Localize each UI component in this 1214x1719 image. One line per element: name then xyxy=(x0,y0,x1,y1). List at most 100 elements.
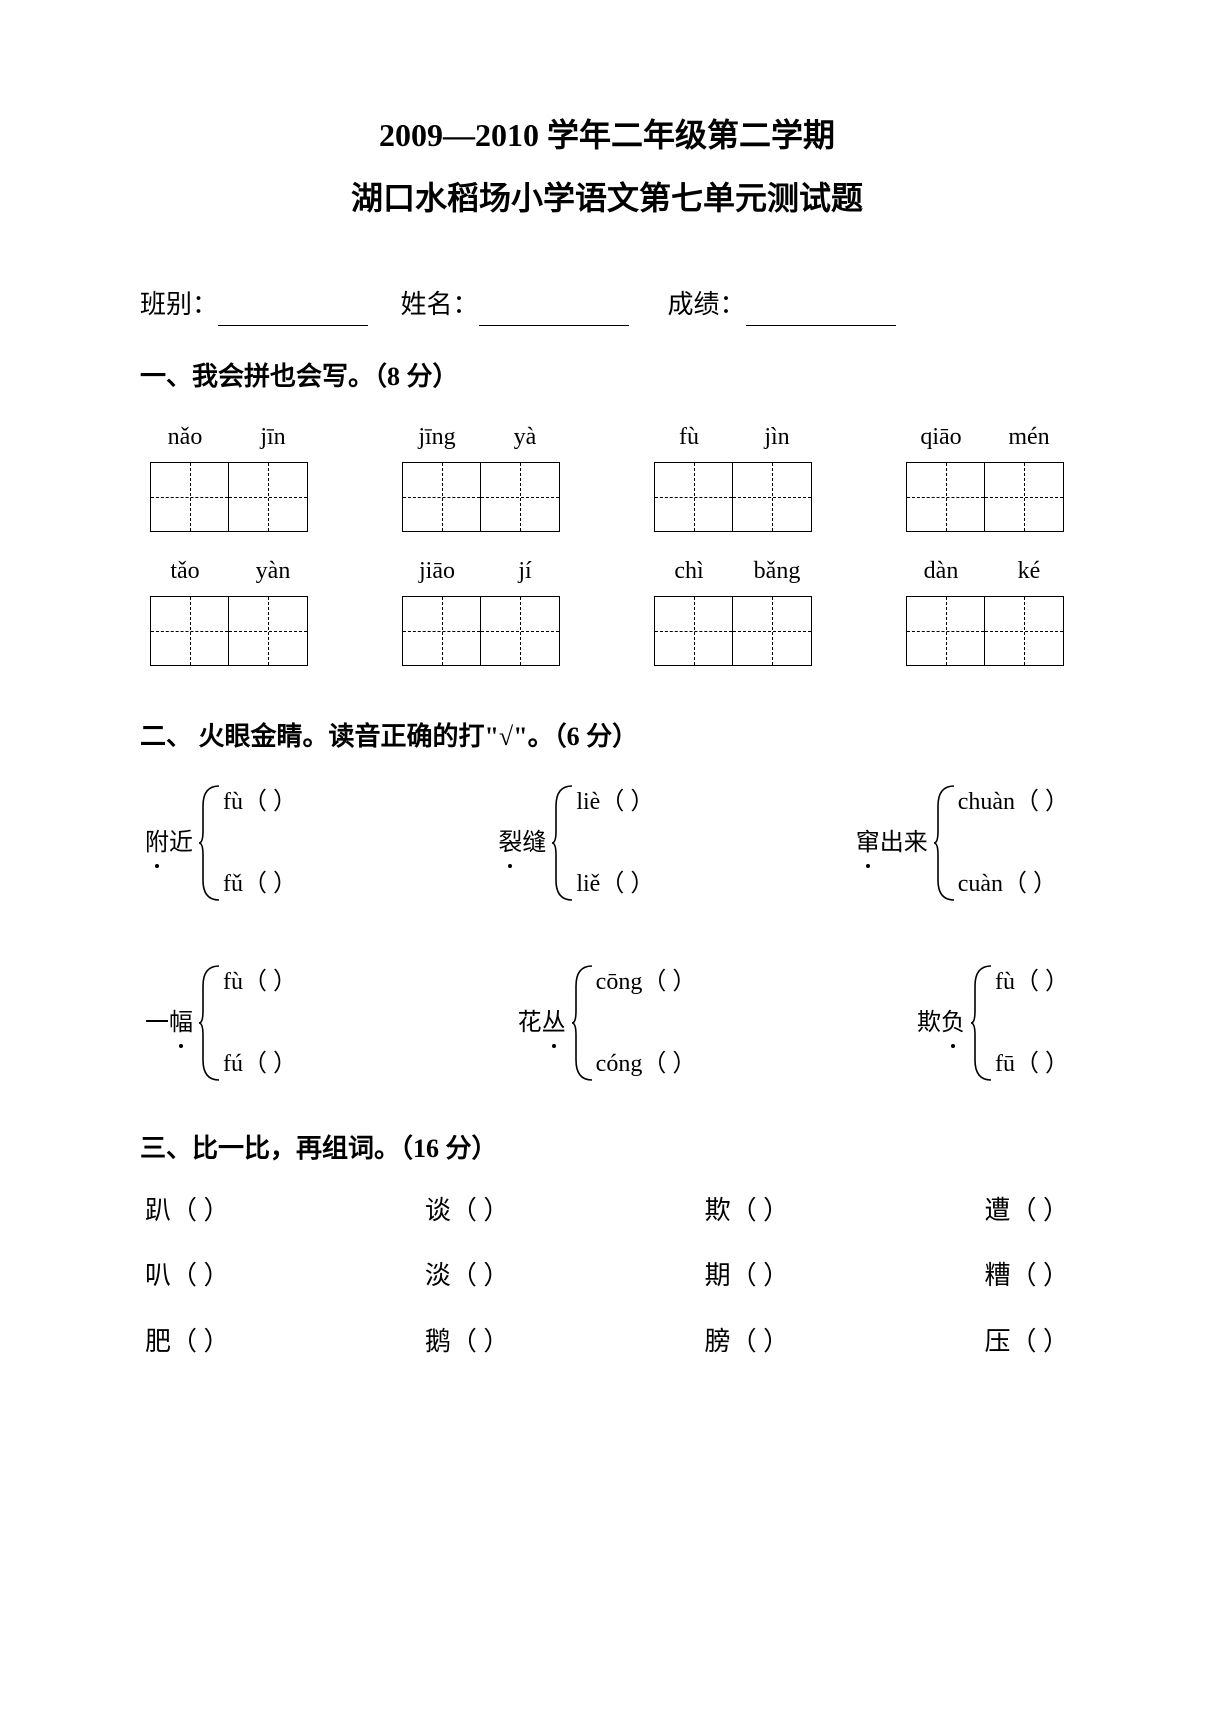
char-box[interactable] xyxy=(907,597,985,665)
title-line-1: 2009—2010 学年二年级第二学期 xyxy=(140,110,1074,161)
compare-item[interactable]: 叭（ ） xyxy=(145,1255,230,1297)
pinyin-labels: chìbǎng xyxy=(659,552,807,590)
char: 窜 xyxy=(856,824,880,862)
pronunciation-option[interactable]: fù（ ） xyxy=(995,963,1069,1001)
char-box[interactable] xyxy=(481,463,559,531)
pronunciation-option[interactable]: chuàn（ ） xyxy=(958,783,1069,821)
pinyin-labels: jīngyà xyxy=(407,418,555,456)
char-box[interactable] xyxy=(655,463,733,531)
pronunciation-option[interactable]: fù（ ） xyxy=(223,783,297,821)
char: 幅 xyxy=(169,1004,193,1042)
score-blank[interactable] xyxy=(746,302,896,326)
bracket-word: 欺负 xyxy=(917,1004,965,1042)
bracket-row: 一幅 fù（ ） fú（ ） 花丛 cōng（ ） cóng（ ） 欺负 fù（ ） fū（ ） xyxy=(140,958,1074,1088)
bracket-row: 附近fù（ ）fǔ（ ）裂缝liè（ ）liě（ ）窜出来chuàn（ ）cuà… xyxy=(140,778,1074,908)
section2-heading: 二、 火眼金睛。读音正确的打"√"。（6 分） xyxy=(140,716,1074,758)
bracket-group: 欺负 fù（ ） fū（ ） xyxy=(917,958,1069,1088)
char-box[interactable] xyxy=(733,463,811,531)
char-box[interactable] xyxy=(151,597,229,665)
pronunciation-option[interactable]: cōng（ ） xyxy=(596,963,697,1001)
bracket-options: fù（ ） fū（ ） xyxy=(995,963,1069,1083)
pinyin-label: fù xyxy=(659,418,719,456)
char-box-pair xyxy=(150,596,308,666)
score-label: 成绩： xyxy=(668,290,746,319)
compare-item[interactable]: 趴（ ） xyxy=(145,1190,230,1232)
pronunciation-option[interactable]: fǔ（ ） xyxy=(223,865,297,903)
bracket-group: 裂缝liè（ ）liě（ ） xyxy=(498,778,654,908)
pronunciation-option[interactable]: cóng（ ） xyxy=(596,1045,697,1083)
pinyin-label: jīn xyxy=(243,418,303,456)
pinyin-labels: nǎojīn xyxy=(155,418,303,456)
pinyin-label: ké xyxy=(999,552,1059,590)
bracket-group: 花丛 cōng（ ） cóng（ ） xyxy=(518,958,697,1088)
pinyin-label: mén xyxy=(999,418,1059,456)
bracket-icon xyxy=(570,958,594,1088)
char-box[interactable] xyxy=(403,597,481,665)
pinyin-label: bǎng xyxy=(747,552,807,590)
pinyin-label: dàn xyxy=(911,552,971,590)
char: 负 xyxy=(941,1004,965,1042)
compare-item[interactable]: 糟（ ） xyxy=(984,1255,1069,1297)
pronunciation-option[interactable]: liè（ ） xyxy=(576,783,654,821)
pinyin-group: fùjìn xyxy=(654,418,812,532)
char-box[interactable] xyxy=(229,597,307,665)
compare-item[interactable]: 遭（ ） xyxy=(984,1190,1069,1232)
pinyin-label: jí xyxy=(495,552,555,590)
bracket-word: 窜出来 xyxy=(856,824,928,862)
char-box[interactable] xyxy=(151,463,229,531)
pinyin-row: tǎoyàn jiāojí chìbǎng dànké xyxy=(140,552,1074,666)
bracket-word: 附近 xyxy=(145,824,193,862)
pronunciation-option[interactable]: fù（ ） xyxy=(223,963,297,1001)
name-label: 姓名： xyxy=(401,290,479,319)
char-box[interactable] xyxy=(481,597,559,665)
name-blank[interactable] xyxy=(479,302,629,326)
compare-item[interactable]: 压（ ） xyxy=(984,1321,1069,1363)
bracket-icon xyxy=(932,778,956,908)
section1-heading: 一、我会拼也会写。（8 分） xyxy=(140,356,1074,398)
compare-item[interactable]: 谈（ ） xyxy=(425,1190,510,1232)
char: 一 xyxy=(145,1010,169,1036)
compare-item[interactable]: 鹅（ ） xyxy=(425,1321,510,1363)
char-box[interactable] xyxy=(229,463,307,531)
section2-container: 附近fù（ ）fǔ（ ）裂缝liè（ ）liě（ ）窜出来chuàn（ ）cuà… xyxy=(140,778,1074,1088)
pinyin-row: nǎojīnjīngyàfùjìnqiāomén xyxy=(140,418,1074,532)
char-box-pair xyxy=(654,462,812,532)
pinyin-labels: dànké xyxy=(911,552,1059,590)
pronunciation-option[interactable]: cuàn（ ） xyxy=(958,865,1069,903)
compare-item[interactable]: 欺（ ） xyxy=(705,1190,790,1232)
section3-container: 趴（ ） 谈（ ） 欺（ ） 遭（ ） 叭（ ） 淡（ ） 期（ ） 糟（ ） 肥（ ） 鹅（ ）… xyxy=(140,1190,1074,1363)
pinyin-group: nǎojīn xyxy=(150,418,308,532)
compare-item[interactable]: 肥（ ） xyxy=(145,1321,230,1363)
pinyin-label: jìn xyxy=(747,418,807,456)
char-box[interactable] xyxy=(985,597,1063,665)
pinyin-group: tǎoyàn xyxy=(150,552,308,666)
char-box[interactable] xyxy=(655,597,733,665)
char: 花 xyxy=(518,1010,542,1036)
bracket-options: chuàn（ ） cuàn（ ） xyxy=(958,783,1069,903)
bracket-icon xyxy=(550,778,574,908)
pronunciation-option[interactable]: liě（ ） xyxy=(576,865,654,903)
pinyin-labels: tǎoyàn xyxy=(155,552,303,590)
bracket-icon xyxy=(969,958,993,1088)
char: 裂 xyxy=(498,824,522,862)
pronunciation-option[interactable]: fū（ ） xyxy=(995,1045,1069,1083)
char-box[interactable] xyxy=(985,463,1063,531)
pinyin-group: chìbǎng xyxy=(654,552,812,666)
bracket-group: 一幅 fù（ ） fú（ ） xyxy=(145,958,297,1088)
char-box[interactable] xyxy=(907,463,985,531)
pronunciation-option[interactable]: fú（ ） xyxy=(223,1045,297,1083)
class-blank[interactable] xyxy=(218,302,368,326)
char-box-pair xyxy=(906,462,1064,532)
compare-item[interactable]: 期（ ） xyxy=(705,1255,790,1297)
section1-container: nǎojīnjīngyàfùjìnqiāoméntǎoyànjiāojíchìb… xyxy=(140,418,1074,667)
pinyin-label: jiāo xyxy=(407,552,467,590)
char-box-pair xyxy=(150,462,308,532)
char-box[interactable] xyxy=(733,597,811,665)
char-box-pair xyxy=(654,596,812,666)
pinyin-labels: jiāojí xyxy=(407,552,555,590)
char: 丛 xyxy=(542,1004,566,1042)
compare-item[interactable]: 淡（ ） xyxy=(425,1255,510,1297)
char-box[interactable] xyxy=(403,463,481,531)
compare-row: 叭（ ） 淡（ ） 期（ ） 糟（ ） xyxy=(140,1255,1074,1297)
compare-item[interactable]: 膀（ ） xyxy=(705,1321,790,1363)
